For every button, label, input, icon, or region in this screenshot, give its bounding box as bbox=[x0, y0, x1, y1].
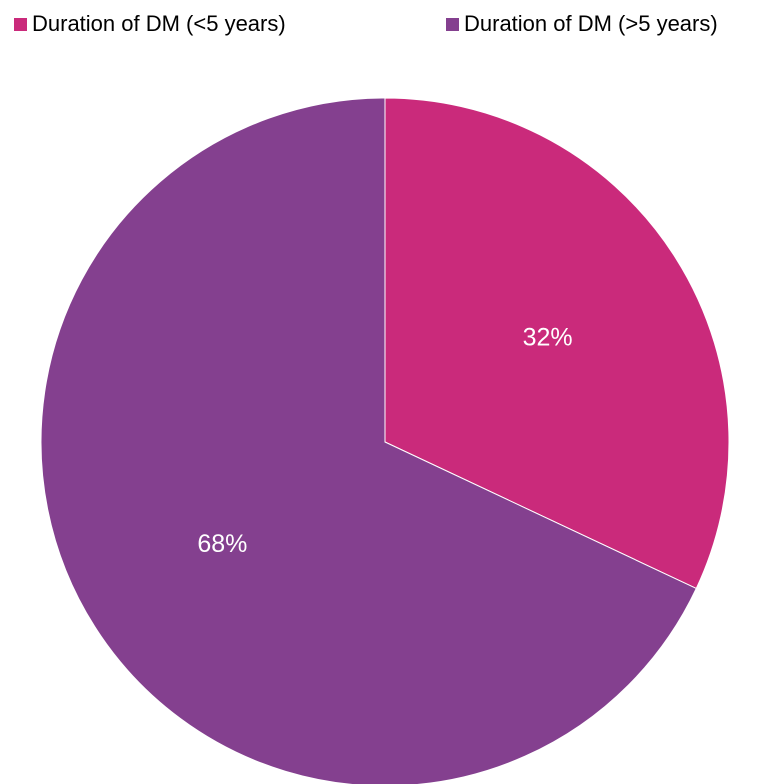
pie-slice-under-5-years bbox=[384, 97, 730, 590]
legend-swatch-over-5-years bbox=[446, 17, 459, 31]
legend-item-under-5-years: Duration of DM (<5 years) bbox=[14, 9, 286, 39]
chart-legend: Duration of DM (<5 years) Duration of DM… bbox=[0, 9, 776, 39]
legend-swatch-under-5-years bbox=[14, 17, 27, 31]
pie-slices bbox=[40, 97, 730, 784]
pie-slice-label-under-5-years: 32% bbox=[523, 323, 573, 351]
pie-slice-labels: 32% 68% bbox=[197, 323, 572, 557]
legend-label-over-5-years: Duration of DM (>5 years) bbox=[464, 11, 718, 36]
pie-slice-over-5-years bbox=[40, 97, 697, 784]
legend-label-under-5-years: Duration of DM (<5 years) bbox=[32, 11, 286, 36]
pie-slice-label-over-5-years: 68% bbox=[197, 530, 247, 558]
legend-item-over-5-years: Duration of DM (>5 years) bbox=[446, 9, 718, 39]
